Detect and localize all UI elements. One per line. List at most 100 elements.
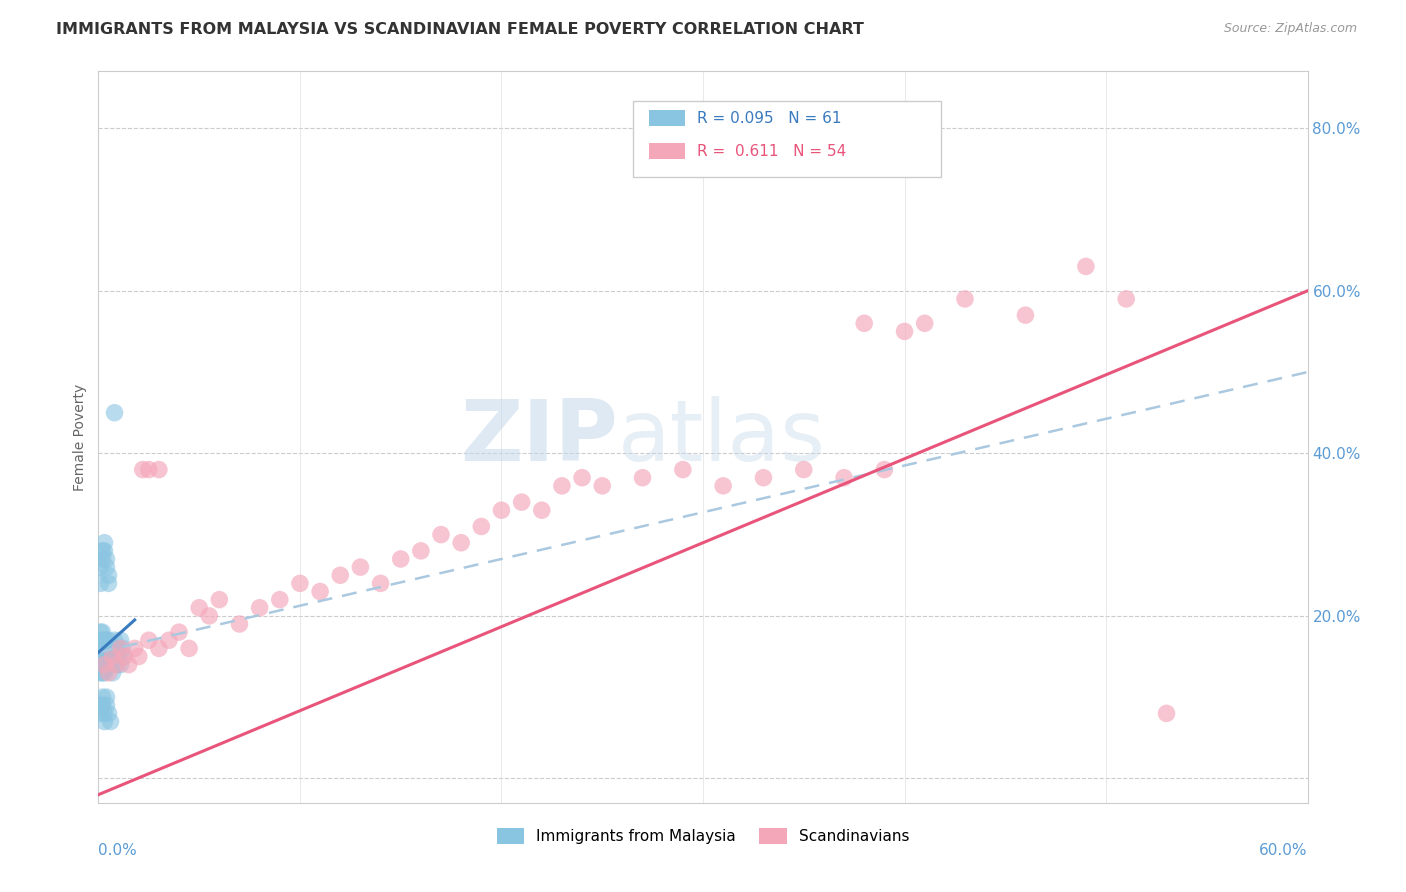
Point — [114, 649, 136, 664]
Point — [309, 584, 332, 599]
Point — [228, 617, 250, 632]
Point — [329, 568, 352, 582]
Point — [96, 560, 118, 574]
Point — [110, 633, 132, 648]
Point — [91, 657, 114, 672]
Point — [93, 657, 115, 672]
Point — [89, 641, 111, 656]
Point — [1074, 260, 1097, 274]
Point — [91, 690, 114, 705]
Point — [249, 600, 271, 615]
FancyBboxPatch shape — [648, 143, 685, 159]
Point — [157, 633, 180, 648]
Point — [208, 592, 231, 607]
Point — [91, 641, 114, 656]
Text: IMMIGRANTS FROM MALAYSIA VS SCANDINAVIAN FEMALE POVERTY CORRELATION CHART: IMMIGRANTS FROM MALAYSIA VS SCANDINAVIAN… — [56, 22, 865, 37]
Point — [167, 625, 190, 640]
Point — [111, 649, 134, 664]
Point — [96, 641, 118, 656]
Point — [91, 544, 114, 558]
Point — [103, 406, 125, 420]
Point — [105, 657, 128, 672]
Point — [953, 292, 976, 306]
Point — [269, 592, 291, 607]
Point — [711, 479, 734, 493]
Point — [89, 576, 111, 591]
Point — [91, 633, 114, 648]
Point — [793, 462, 815, 476]
Point — [97, 568, 120, 582]
Point — [470, 519, 492, 533]
Point — [124, 641, 146, 656]
Point — [105, 657, 128, 672]
Point — [97, 649, 120, 664]
Text: ZIP: ZIP — [461, 395, 619, 479]
Point — [138, 462, 160, 476]
Point — [93, 544, 115, 558]
Point — [101, 641, 124, 656]
Point — [93, 633, 115, 648]
Point — [89, 560, 111, 574]
Point — [914, 316, 936, 330]
Point — [101, 649, 124, 664]
Point — [111, 641, 134, 656]
Point — [100, 641, 122, 656]
Point — [89, 698, 111, 713]
Point — [107, 641, 129, 656]
Point — [752, 471, 775, 485]
Point — [450, 535, 472, 549]
Point — [96, 698, 118, 713]
Point — [853, 316, 876, 330]
Point — [89, 625, 111, 640]
Point — [873, 462, 896, 476]
Point — [93, 657, 115, 672]
Text: 60.0%: 60.0% — [1260, 843, 1308, 858]
Point — [97, 665, 120, 680]
Point — [97, 633, 120, 648]
Point — [672, 462, 695, 476]
Point — [148, 641, 170, 656]
Point — [100, 714, 122, 729]
Point — [128, 649, 150, 664]
Point — [138, 633, 160, 648]
Text: R =  0.611   N = 54: R = 0.611 N = 54 — [697, 144, 846, 159]
Point — [93, 714, 115, 729]
Legend: Immigrants from Malaysia, Scandinavians: Immigrants from Malaysia, Scandinavians — [491, 822, 915, 850]
Point — [97, 657, 120, 672]
Point — [93, 641, 115, 656]
Y-axis label: Female Poverty: Female Poverty — [73, 384, 87, 491]
Text: atlas: atlas — [619, 395, 827, 479]
Point — [103, 649, 125, 664]
Point — [198, 608, 221, 623]
Point — [97, 706, 120, 721]
Point — [491, 503, 513, 517]
Point — [370, 576, 392, 591]
Point — [97, 576, 120, 591]
Text: 0.0%: 0.0% — [98, 843, 138, 858]
Point — [1156, 706, 1178, 721]
Point — [148, 462, 170, 476]
Point — [91, 649, 114, 664]
Point — [510, 495, 533, 509]
Point — [132, 462, 155, 476]
Point — [349, 560, 371, 574]
Point — [89, 633, 111, 648]
Point — [96, 633, 118, 648]
Point — [93, 649, 115, 664]
Point — [93, 665, 115, 680]
Point — [832, 471, 855, 485]
Point — [107, 649, 129, 664]
Point — [89, 706, 111, 721]
Point — [179, 641, 201, 656]
Point — [89, 665, 111, 680]
Point — [389, 552, 412, 566]
Point — [409, 544, 432, 558]
Point — [91, 665, 114, 680]
Point — [1014, 308, 1036, 322]
Text: Source: ZipAtlas.com: Source: ZipAtlas.com — [1223, 22, 1357, 36]
Point — [97, 641, 120, 656]
Point — [96, 657, 118, 672]
Point — [188, 600, 211, 615]
FancyBboxPatch shape — [633, 101, 941, 178]
Point — [571, 471, 593, 485]
